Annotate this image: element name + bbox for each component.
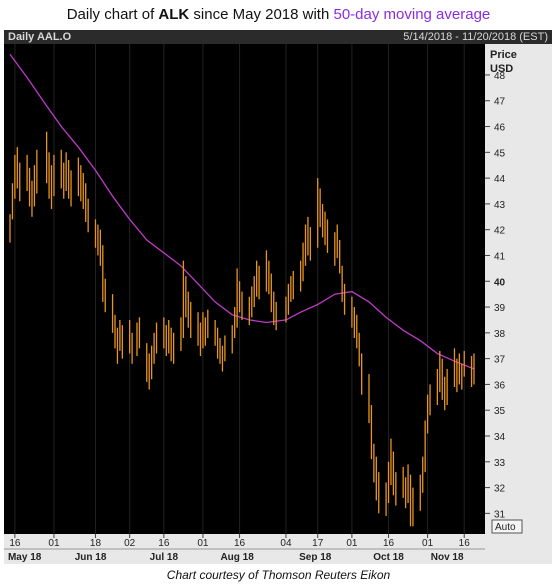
y-tick-label-12: 43 <box>494 200 506 211</box>
x-tick-label-4: 16 <box>158 538 170 549</box>
date-range-label: 5/14/2018 - 11/20/2018 (EST) <box>403 31 548 43</box>
x-tick-label-12: 16 <box>459 538 471 549</box>
x-tick-label-10: 16 <box>383 538 395 549</box>
x-tick-label-7: 04 <box>280 538 292 549</box>
x-month-label-1: Jun 18 <box>75 552 107 563</box>
x-month-label-6: Nov 18 <box>431 552 464 563</box>
currency-axis-label: USD <box>490 63 513 75</box>
x-month-label-5: Oct 18 <box>373 552 404 563</box>
y-tick-label-11: 42 <box>494 226 506 237</box>
price-axis-label: Price <box>490 49 517 61</box>
y-tick-label-9: 40 <box>494 277 506 288</box>
auto-scale-button[interactable] <box>491 519 523 534</box>
y-tick-label-7: 38 <box>494 329 506 340</box>
title-ma-label: 50-day moving average <box>333 6 491 23</box>
y-tick-label-0: 31 <box>494 509 506 520</box>
x-month-label-4: Sep 18 <box>299 552 332 563</box>
price-chart[interactable]: 31 32 33 34 35 36 37 38 39 40 41 42 43 44 45 46 47 48 16 0… <box>4 44 552 564</box>
x-month-label-0: May 18 <box>8 552 42 563</box>
ma-line <box>9 53 475 370</box>
y-tick-label-14: 45 <box>494 148 506 159</box>
chart-header: Daily AAL.O 5/14/2018 - 11/20/2018 (EST) <box>4 30 552 44</box>
x-tick-label-9: 01 <box>346 538 358 549</box>
title-prefix: Daily chart of <box>66 6 159 23</box>
x-tick-label-0: 16 <box>9 538 21 549</box>
y-axis-panel <box>485 44 552 564</box>
x-tick-label-2: 18 <box>90 538 102 549</box>
symbol-label: Daily AAL.O <box>8 31 72 43</box>
x-tick-label-3: 02 <box>124 538 136 549</box>
y-tick-label-2: 33 <box>494 458 506 469</box>
x-tick-label-1: 01 <box>48 538 60 549</box>
y-tick-label-6: 37 <box>494 355 506 366</box>
x-month-label-2: Jul 18 <box>150 552 179 563</box>
y-tick-label-13: 44 <box>494 174 506 185</box>
y-tick-label-8: 39 <box>494 303 506 314</box>
x-tick-label-8: 17 <box>312 538 324 549</box>
y-tick-label-3: 34 <box>494 432 506 443</box>
chart-caption: Chart courtesy of Thomson Reuters Eikon <box>166 568 391 582</box>
y-tick-label-16: 47 <box>494 97 506 108</box>
title-ticker: ALK <box>158 6 190 23</box>
y-tick-label-10: 41 <box>494 251 506 262</box>
y-tick-label-17: 48 <box>494 71 506 82</box>
x-month-label-3: Aug 18 <box>220 552 254 563</box>
auto-scale-label: Auto <box>495 522 516 533</box>
y-tick-label-1: 32 <box>494 484 506 495</box>
chart-title: Daily chart of ALK since May 2018 with 5… <box>0 6 557 23</box>
y-tick-label-5: 36 <box>494 380 506 391</box>
y-tick-label-15: 46 <box>494 123 506 134</box>
x-tick-label-5: 01 <box>197 538 209 549</box>
y-tick-label-4: 35 <box>494 406 506 417</box>
x-tick-label-6: 16 <box>234 538 246 549</box>
x-tick-label-11: 01 <box>422 538 434 549</box>
title-middle: since May 2018 with <box>189 6 334 23</box>
chart-panel: Daily AAL.O 5/14/2018 - 11/20/2018 (EST)… <box>4 30 552 564</box>
